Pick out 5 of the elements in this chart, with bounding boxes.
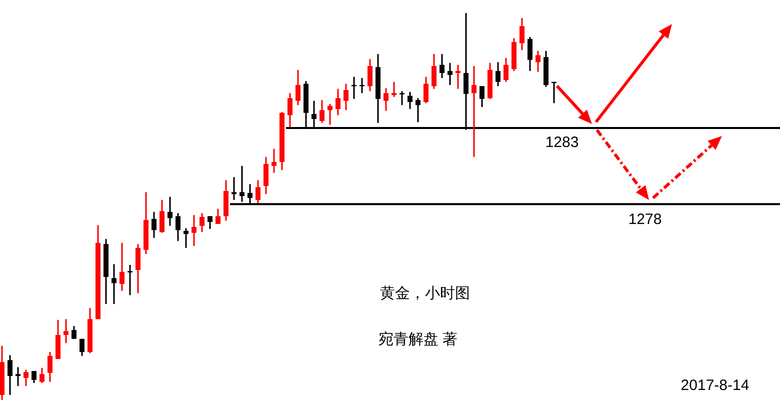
annotation: 黄金，小时图 xyxy=(380,285,470,302)
annotation: 宛青解盘 著 xyxy=(378,331,458,348)
annotation: 1283 xyxy=(545,134,579,151)
text: 2017-8-14 xyxy=(680,377,750,394)
text: 1278 xyxy=(628,211,662,228)
